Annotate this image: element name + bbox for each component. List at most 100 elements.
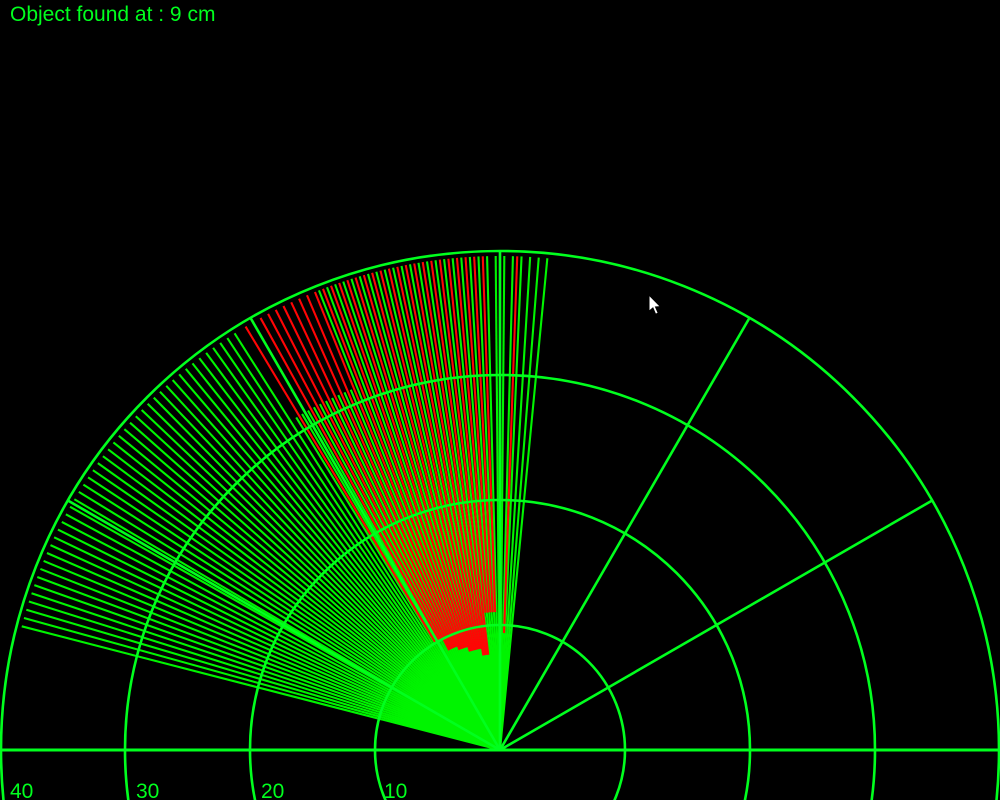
sweep-ray [184,368,501,751]
sweep-ray [331,397,501,751]
sweep-ray [50,544,501,751]
sweep-ray [21,625,501,752]
sweep-ray [78,490,501,751]
range-label: 40 [10,780,33,800]
sweep-ray [57,528,501,751]
sweep-ray [112,441,501,751]
sweep-ray [53,536,501,751]
sweep-ray [123,428,501,751]
sweep-ray [342,281,501,751]
sweep-ray [400,265,502,751]
detection-ray [473,256,494,613]
detection-ray [282,305,452,650]
sweep-ray [498,256,514,751]
sweep-ray [97,462,501,751]
cursor-arrow-icon [648,293,662,315]
detection-ray [379,270,477,651]
sweep-ray [153,396,501,751]
sweep-ray [43,559,501,751]
detection-ray [371,272,475,651]
sweep-ray [434,260,502,751]
detection-ray [354,277,471,652]
detection-ray [396,266,480,650]
detection-ray [346,279,468,648]
sweep-ray [26,608,501,752]
sweep-ray [165,385,501,751]
sweep-ray [146,403,501,751]
sweep-ray [129,421,501,751]
sweep-ray [31,592,501,751]
range-label: 10 [384,780,407,800]
sweep-ray [358,276,502,751]
sweep-ray [460,257,502,751]
sweep-ray [375,271,502,751]
sweep-ray [135,415,501,751]
detection-ray [438,259,490,655]
detection-ray [306,294,458,648]
sweep-ray [318,403,501,751]
radar-grid [0,249,1000,800]
sweep-ray [343,391,501,751]
sweep-ray [140,409,501,751]
detection-ray [338,282,466,649]
range-label: 30 [136,780,159,800]
sweep-ray [28,600,501,752]
range-label: 20 [261,780,284,800]
mouse-cursor-icon [648,293,662,315]
sweep-ray [498,257,540,751]
sweep-ray [191,362,501,751]
sweep-ray [205,352,501,751]
detection-ray [481,256,497,613]
sweep-ray [102,455,501,751]
sweep-ray [498,256,523,751]
sweep-ray [61,520,501,751]
sweep-ray [46,552,501,751]
sweep-ray [212,347,501,751]
sweep-ray [350,278,502,751]
detection-ray [503,256,519,634]
sweep-ray [36,576,501,751]
detection-ray [259,317,440,641]
sweep-ray [468,256,502,751]
detection-ray [267,313,442,640]
range-labels: 40 30 20 10 [10,780,407,800]
detection-ray [244,326,437,643]
sweep-ray [486,256,502,751]
sweep-ray [159,390,501,751]
detection-ray [274,309,451,651]
sweep-ray [178,373,501,751]
sweep-ray [233,332,501,751]
detection-ray [313,291,461,651]
detection-ray [330,285,465,649]
detection-ray [421,261,487,656]
sweep-ray [87,476,501,751]
detection-ray [298,298,456,649]
sweep-ray [425,261,502,751]
detection-ray [404,264,482,650]
sweep-ray [198,357,501,751]
sweep-ray [171,379,501,751]
grid-spoke [249,317,502,751]
grid-spoke [499,499,933,752]
sweep-ray [451,258,502,751]
sweep-ray [337,394,501,751]
sweep-ray [498,256,532,751]
sweep-ray [334,283,501,751]
sweep-ray [92,469,501,751]
sweep-ray [417,262,502,751]
detection-ray [387,268,478,650]
detection-ray [362,274,473,652]
sweep-ray [33,584,501,751]
sweep-ray [498,258,549,751]
sweep-ray [408,264,502,751]
sweep-ray [443,259,502,751]
sweep-ray [118,434,501,751]
sweep-ray [65,513,501,751]
sweep-ray [226,337,501,751]
status-text: Object found at : 9 cm [10,3,216,26]
detection-ray [430,260,488,656]
detection-ray [321,288,463,650]
sweep-ray [349,389,501,751]
